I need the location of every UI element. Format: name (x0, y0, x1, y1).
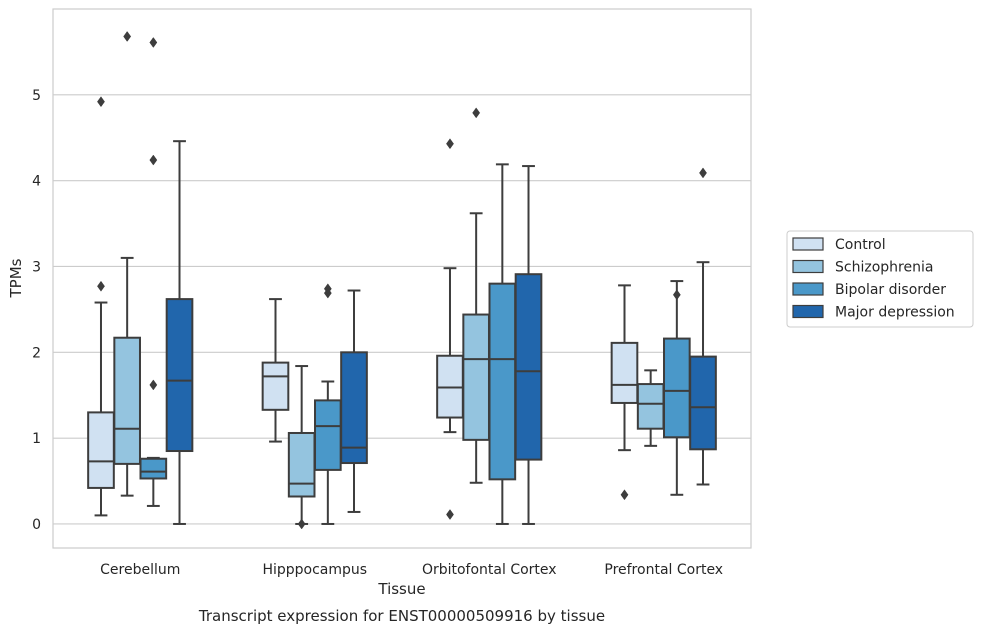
outlier-point (298, 519, 305, 529)
box-plot-chart: 0 1 2 3 4 5 Cerebellum Hipppocampus Orbitofonta… (0, 0, 983, 634)
outlier-point (150, 155, 157, 165)
legend-swatch (793, 283, 823, 295)
outlier-point (673, 290, 680, 300)
x-tick-label: Prefrontal Cortex (604, 562, 723, 578)
box (463, 315, 489, 440)
box (289, 433, 315, 497)
chart-caption: Transcript expression for ENST0000050991… (198, 607, 605, 625)
box-group (638, 370, 664, 446)
box-group (263, 299, 289, 441)
x-axis-label: Tissue (377, 580, 425, 598)
x-tick-labels: Cerebellum Hipppocampus Orbitofontal Corte… (100, 562, 723, 578)
outlier-point (446, 510, 453, 520)
legend-label: Schizophrenia (835, 260, 933, 276)
outlier-point (124, 31, 131, 41)
box-group (463, 108, 489, 483)
box-group (490, 164, 516, 524)
box-group (289, 366, 315, 529)
legend: Control Schizophrenia Bipolar disorder Majo… (787, 231, 973, 327)
legend-swatch (793, 261, 823, 273)
outlier-point (473, 108, 480, 118)
legend-swatch (793, 306, 823, 318)
box-group (141, 37, 167, 505)
y-tick-label: 5 (32, 88, 41, 104)
outlier-point (621, 490, 628, 500)
legend-label: Major depression (835, 305, 955, 321)
box (638, 384, 664, 429)
y-tick-label: 2 (32, 345, 41, 361)
y-tick-label: 4 (32, 174, 41, 190)
box (516, 274, 542, 459)
box (690, 357, 716, 450)
box (490, 284, 516, 480)
y-axis-label: TPMs (7, 258, 25, 298)
box (167, 299, 193, 451)
box (612, 343, 638, 403)
box-group (167, 141, 193, 524)
x-tick-label: Cerebellum (100, 562, 180, 578)
box-group (664, 281, 690, 495)
outlier-point (150, 37, 157, 47)
box (114, 338, 140, 464)
box (341, 352, 367, 463)
outlier-point (150, 380, 157, 390)
x-tick-label: Orbitofontal Cortex (422, 562, 557, 578)
x-tick-label: Hipppocampus (262, 562, 367, 578)
box (664, 339, 690, 438)
box-group (114, 31, 140, 495)
outlier-point (97, 281, 104, 291)
box-group (315, 284, 341, 524)
y-tick-label: 1 (32, 431, 41, 447)
boxes (88, 31, 716, 529)
box (88, 412, 114, 488)
box-group (516, 166, 542, 524)
y-tick-labels: 0 1 2 3 4 5 (32, 88, 41, 533)
box-group (612, 285, 638, 499)
y-tick-label: 0 (32, 517, 41, 533)
box (315, 400, 341, 470)
legend-swatch (793, 238, 823, 250)
outlier-point (699, 168, 706, 178)
box-group (437, 139, 463, 520)
box-group (88, 97, 114, 516)
box (141, 459, 167, 479)
outlier-point (97, 97, 104, 107)
outlier-point (446, 139, 453, 149)
legend-label: Bipolar disorder (835, 282, 946, 298)
box-group (690, 168, 716, 485)
box (263, 363, 289, 410)
box-group (341, 291, 367, 512)
y-tick-label: 3 (32, 259, 41, 275)
legend-label: Control (835, 237, 886, 253)
